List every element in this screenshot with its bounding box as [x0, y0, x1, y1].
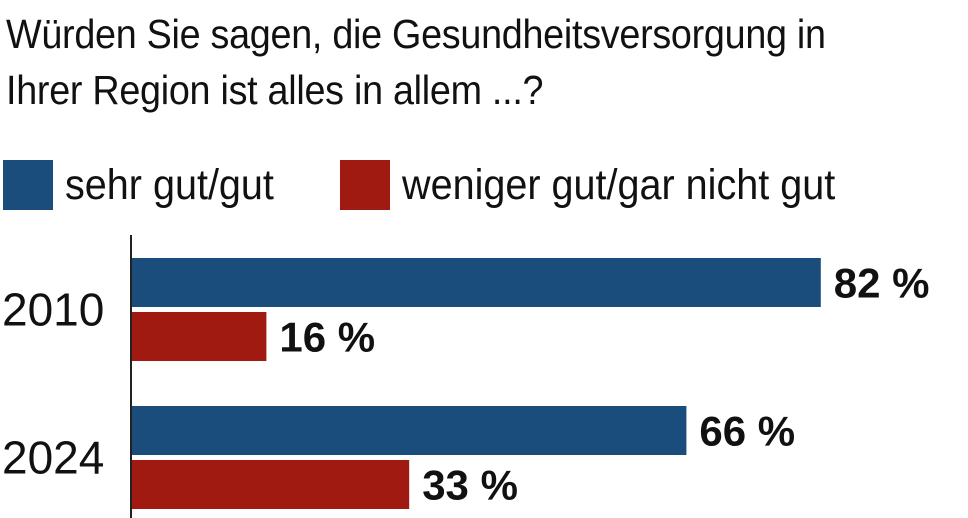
legend-swatch-sehr-gut [3, 160, 53, 210]
category-label-2024: 2024 [2, 432, 104, 484]
bar-2010-series-0 [132, 258, 821, 307]
legend-item-weniger-gut: weniger gut/gar nicht gut [340, 158, 873, 212]
data-label-2010-series-0: 82 % [834, 260, 930, 307]
category-label-2010: 2010 [2, 284, 104, 336]
legend-item-sehr-gut: sehr gut/gut [3, 158, 292, 212]
data-label-2024-series-1: 33 % [422, 462, 518, 509]
legend: sehr gut/gut weniger gut/gar nicht gut [0, 158, 968, 212]
legend-label-sehr-gut: sehr gut/gut [65, 160, 274, 209]
data-label-2010-series-1: 16 % [279, 314, 375, 361]
bar-2024-series-1 [132, 460, 410, 509]
legend-label-weniger-gut: weniger gut/gar nicht gut [402, 160, 836, 209]
bar-2024-series-0 [132, 406, 687, 455]
bar-2010-series-1 [132, 312, 267, 361]
legend-swatch-weniger-gut [340, 160, 390, 210]
chart-title: Würden Sie sagen, die Gesundheitsversorg… [6, 11, 826, 113]
data-label-2024-series-0: 66 % [699, 408, 795, 455]
